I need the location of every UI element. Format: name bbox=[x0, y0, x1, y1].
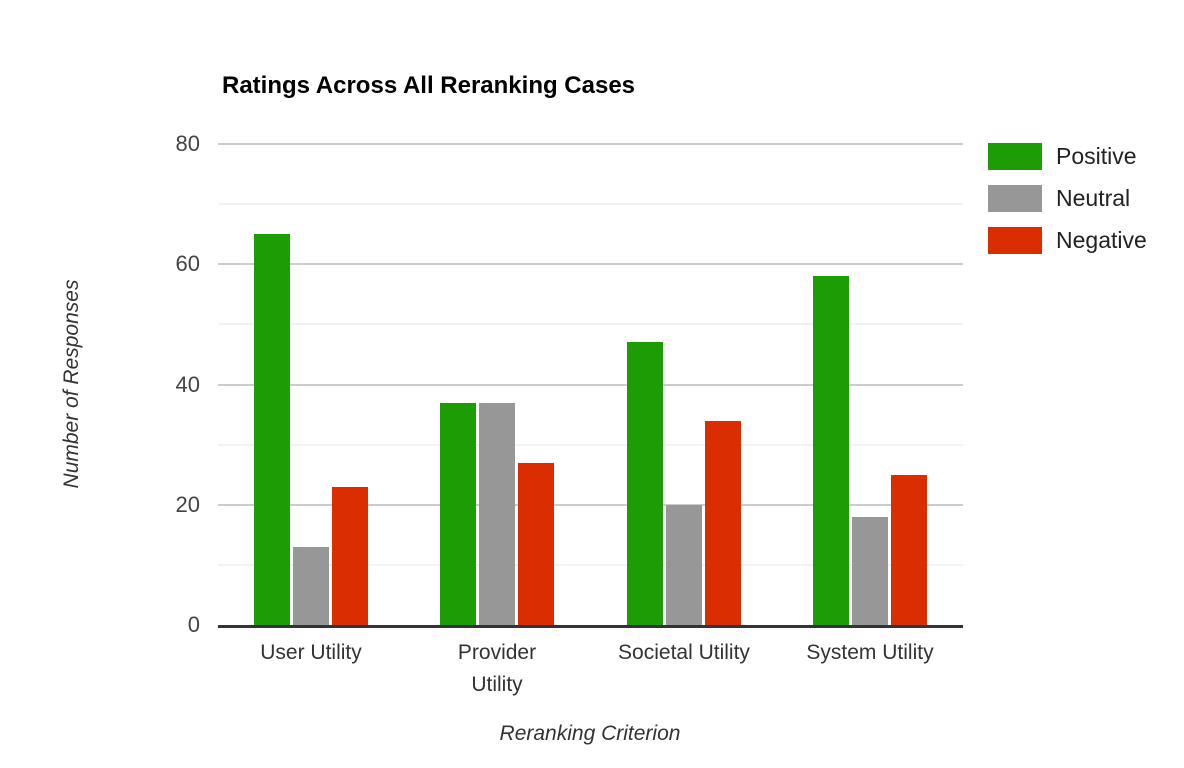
chart-title: Ratings Across All Reranking Cases bbox=[222, 72, 636, 99]
bar-positive-provider-utility bbox=[440, 403, 476, 625]
legend-label-positive: Positive bbox=[1056, 143, 1137, 169]
legend-swatch-negative bbox=[988, 227, 1042, 254]
bar-negative-system-utility bbox=[891, 475, 927, 625]
y-tick-label-0: 0 bbox=[187, 612, 200, 637]
major-gridline-80 bbox=[218, 143, 963, 145]
minor-gridline-50 bbox=[218, 323, 963, 325]
x-category-label-system-utility: System Utility bbox=[806, 641, 934, 664]
legend-item-neutral: Neutral bbox=[988, 185, 1147, 212]
legend-swatch-positive bbox=[988, 143, 1042, 170]
legend-label-negative: Negative bbox=[1056, 227, 1147, 253]
x-category-label-user-utility: User Utility bbox=[260, 641, 362, 664]
y-tick-label-80: 80 bbox=[175, 131, 200, 156]
minor-gridline-10 bbox=[218, 564, 963, 566]
legend-item-negative: Negative bbox=[988, 227, 1147, 254]
bar-positive-societal-utility bbox=[627, 342, 663, 625]
bar-positive-user-utility bbox=[254, 234, 290, 625]
legend-swatch-neutral bbox=[988, 185, 1042, 212]
bar-neutral-societal-utility bbox=[666, 505, 702, 625]
bar-neutral-user-utility bbox=[293, 547, 329, 625]
bar-positive-system-utility bbox=[813, 276, 849, 625]
legend-label-neutral: Neutral bbox=[1056, 185, 1131, 211]
bar-negative-provider-utility bbox=[518, 463, 554, 625]
minor-gridline-30 bbox=[218, 444, 963, 446]
major-gridline-60 bbox=[218, 263, 963, 265]
bar-neutral-provider-utility bbox=[479, 403, 515, 625]
plot-area bbox=[218, 143, 963, 628]
major-gridline-20 bbox=[218, 504, 963, 506]
x-category-label-societal-utility: Societal Utility bbox=[618, 641, 750, 664]
legend: Positive Neutral Negative bbox=[988, 143, 1147, 269]
x-category-label-provider-utility: Provider Utility bbox=[457, 641, 537, 696]
y-tick-label-20: 20 bbox=[175, 492, 200, 517]
legend-item-positive: Positive bbox=[988, 143, 1147, 170]
bar-negative-user-utility bbox=[332, 487, 368, 625]
major-gridline-40 bbox=[218, 384, 963, 386]
bar-negative-societal-utility bbox=[705, 421, 741, 625]
y-tick-label-60: 60 bbox=[175, 251, 200, 276]
x-axis-title: Reranking Criterion bbox=[499, 722, 681, 745]
y-axis-title: Number of Responses bbox=[60, 279, 83, 489]
minor-gridline-70 bbox=[218, 203, 963, 205]
y-tick-label-40: 40 bbox=[175, 372, 200, 397]
bar-neutral-system-utility bbox=[852, 517, 888, 625]
